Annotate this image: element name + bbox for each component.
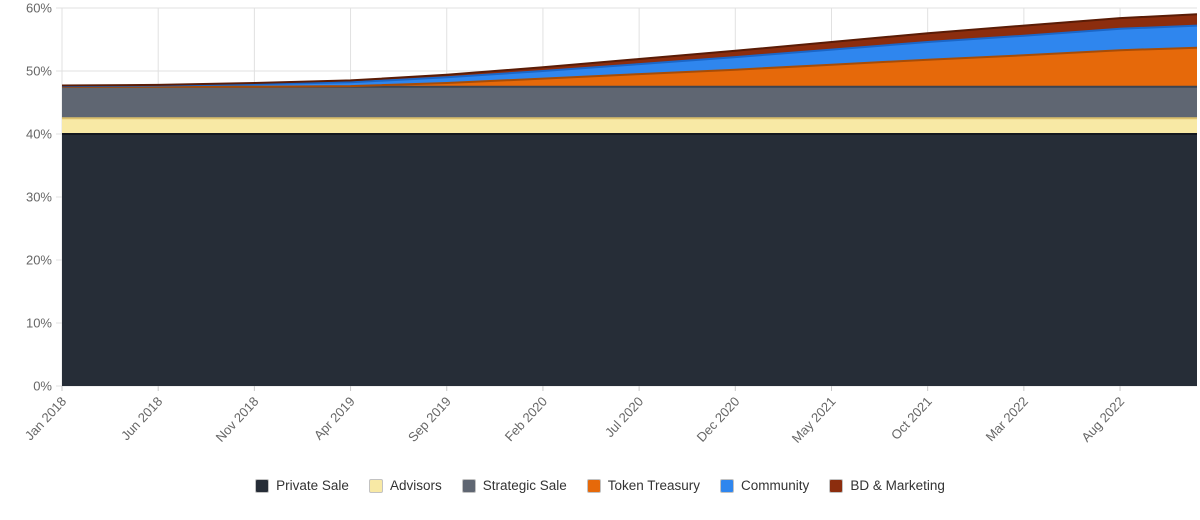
y-axis-label: 0% <box>33 379 52 394</box>
x-axis-label: May 2021 <box>789 394 839 446</box>
x-axis-label: Sep 2019 <box>405 394 454 445</box>
legend-label-private-sale: Private Sale <box>276 478 349 493</box>
legend-swatch-token-treasury <box>586 478 601 493</box>
legend-swatch-strategic-sale <box>461 478 476 493</box>
y-axis-label: 30% <box>26 190 52 205</box>
stacked-area-plot[interactable]: 0% 10% 20% 30% 40% 50% 60% Jan 2018 Jun 2018 Nov … <box>0 0 1200 474</box>
legend-swatch-community <box>720 478 735 493</box>
x-axis-label: Jun 2018 <box>118 394 165 443</box>
area-edge-bd-marketing <box>61 13 1198 87</box>
x-axis-label: Jul 2020 <box>602 394 646 440</box>
x-axis-label: Oct 2021 <box>888 394 935 443</box>
x-axis-label: Apr 2019 <box>311 394 358 443</box>
legend-item-private-sale[interactable]: Private Sale <box>255 478 349 493</box>
legend-label-bd-marketing: BD & Marketing <box>850 478 945 493</box>
legend-item-token-treasury[interactable]: Token Treasury <box>586 478 701 493</box>
legend-swatch-advisors <box>368 478 383 493</box>
legend-label-advisors: Advisors <box>389 478 442 493</box>
y-axis-label: 50% <box>26 64 52 79</box>
legend-label-strategic-sale: Strategic Sale <box>482 478 567 493</box>
y-axis-label: 20% <box>26 253 52 268</box>
legend-label-community: Community <box>741 478 810 493</box>
area-advisors[interactable] <box>62 118 1197 134</box>
x-axis-label: Jan 2018 <box>22 394 69 443</box>
legend-swatch-bd-marketing <box>829 478 844 493</box>
y-axis-label: 60% <box>26 1 52 16</box>
y-axis-label: 10% <box>26 316 52 331</box>
x-axis-label: Nov 2018 <box>213 394 262 445</box>
x-axis-label: Aug 2022 <box>1078 394 1127 445</box>
x-axis-label: Mar 2022 <box>983 394 1031 444</box>
legend-item-strategic-sale[interactable]: Strategic Sale <box>461 478 567 493</box>
x-axis-label: Feb 2020 <box>502 394 550 444</box>
area-edge-community <box>61 24 1198 88</box>
area-token-treasury[interactable] <box>62 47 1197 87</box>
legend-label-token-treasury: Token Treasury <box>607 478 701 493</box>
area-private-sale[interactable] <box>62 134 1197 386</box>
legend-swatch-private-sale <box>255 478 270 493</box>
legend-item-advisors[interactable]: Advisors <box>368 478 442 493</box>
x-axis-label: Dec 2020 <box>694 394 743 445</box>
area-edge-token-treasury <box>62 46 1198 88</box>
area-strategic-sale[interactable] <box>62 86 1197 119</box>
legend-item-community[interactable]: Community <box>720 478 809 493</box>
legend-item-bd-marketing[interactable]: BD & Marketing <box>829 478 945 493</box>
chart-legend: Private Sale Advisors Strategic Sale Tok… <box>0 478 1200 493</box>
y-axis-label: 40% <box>26 127 52 142</box>
